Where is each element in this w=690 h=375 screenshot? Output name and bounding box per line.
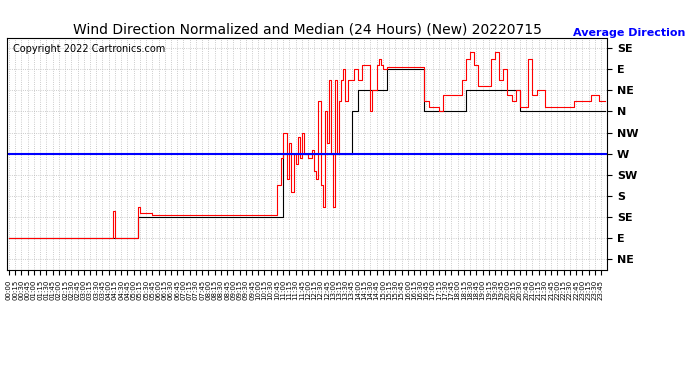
Text: Average Direction: Average Direction (573, 28, 685, 38)
Text: Copyright 2022 Cartronics.com: Copyright 2022 Cartronics.com (13, 45, 165, 54)
Title: Wind Direction Normalized and Median (24 Hours) (New) 20220715: Wind Direction Normalized and Median (24… (72, 22, 542, 36)
